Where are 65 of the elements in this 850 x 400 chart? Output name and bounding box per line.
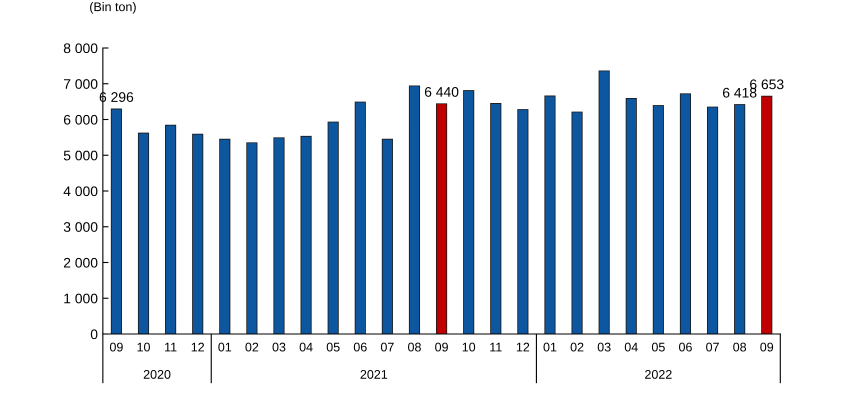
text: 2020 <box>144 370 170 379</box>
x-tick-label: 04 <box>300 342 313 352</box>
y-tick-label: 1 000 <box>64 294 98 304</box>
y-tick-label: 7 000 <box>64 79 98 89</box>
bar <box>626 98 637 334</box>
y-tick-label: 6 000 <box>64 114 98 125</box>
x-tick-label: 02 <box>245 342 258 352</box>
x-tick-label: 01 <box>544 342 556 352</box>
bar <box>544 95 556 334</box>
bar <box>571 112 583 334</box>
x-tick-label: 10 <box>138 342 150 352</box>
bar <box>219 138 230 334</box>
data-label: 6 418 <box>722 88 756 98</box>
x-tick-label: 02 <box>570 342 584 352</box>
y-tick-label: 5 000 <box>64 150 98 160</box>
x-tick-label: 01 <box>218 342 232 352</box>
data-label: 6 440 <box>424 87 458 97</box>
bar <box>246 142 258 334</box>
bar <box>382 138 393 334</box>
x-tick-label: 12 <box>516 342 530 352</box>
x-tick-label: 07 <box>706 342 719 352</box>
y-tick-label: 2 000 <box>64 258 98 268</box>
x-tick-label: 08 <box>733 342 746 352</box>
x-tick-label: 03 <box>272 342 286 352</box>
x-tick-label: 05 <box>326 342 340 352</box>
bar <box>517 109 528 334</box>
x-tick-label: 04 <box>624 342 638 352</box>
x-tick-label: 08 <box>408 342 421 352</box>
bar <box>463 90 474 334</box>
x-tick-label: 03 <box>598 342 611 352</box>
y-tick-label: 0 <box>90 329 98 340</box>
x-tick-label: 11 <box>490 342 502 352</box>
x-tick-label: 09 <box>110 342 123 352</box>
bar <box>652 105 664 334</box>
text: 2022 <box>645 370 672 379</box>
bar <box>436 103 448 334</box>
y-axis-title: (Bin ton) <box>90 2 136 14</box>
bar <box>273 137 285 334</box>
x-tick-label: 06 <box>678 342 692 352</box>
x-tick-label: 12 <box>192 342 204 352</box>
y-tick-label: 4 000 <box>64 186 98 196</box>
bar <box>761 96 772 334</box>
bar <box>408 85 420 334</box>
y-tick-label: 3 000 <box>64 222 98 232</box>
bar <box>598 70 610 334</box>
x-tick-label: 09 <box>760 342 774 352</box>
x-tick-label: 10 <box>462 342 476 352</box>
bar <box>138 132 150 334</box>
bar <box>165 124 176 334</box>
x-tick-label: 11 <box>165 342 176 352</box>
bar <box>706 106 718 334</box>
x-tick-label: 05 <box>652 342 665 352</box>
bar <box>300 136 312 334</box>
x-tick-label: 06 <box>354 342 367 352</box>
text: 2021 <box>360 370 388 379</box>
bar <box>490 102 502 334</box>
bar <box>328 122 339 334</box>
bar <box>680 93 692 334</box>
x-tick-label: 07 <box>380 342 394 352</box>
bar <box>192 134 204 334</box>
bar <box>354 102 366 334</box>
bar <box>110 108 122 334</box>
x-tick-label: 09 <box>435 342 448 352</box>
bar <box>734 104 746 334</box>
y-tick-label: 8 000 <box>64 43 98 54</box>
